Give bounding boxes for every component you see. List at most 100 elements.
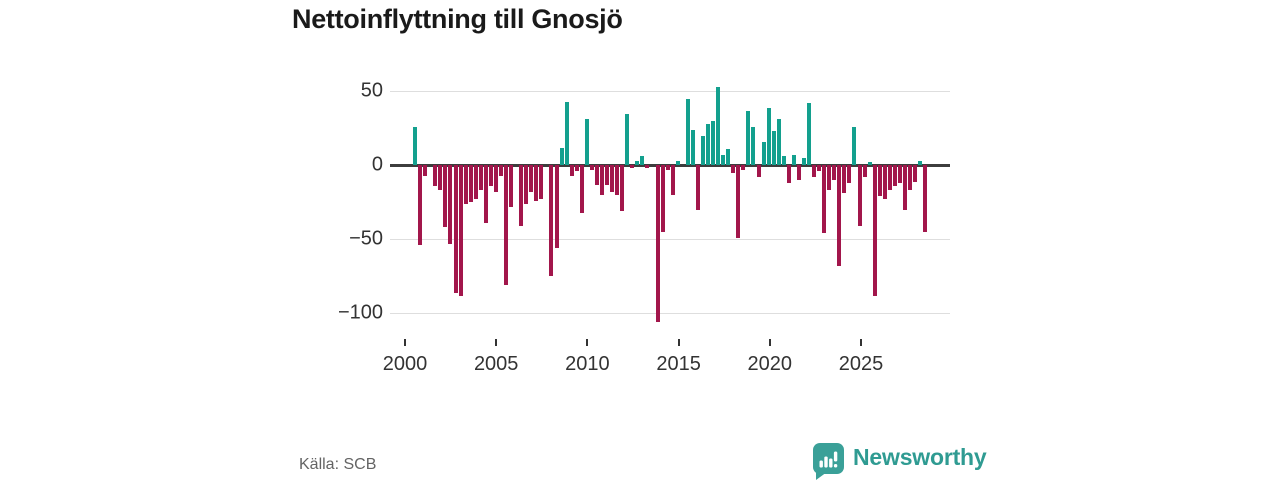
bar-2011-Q1 — [625, 113, 630, 166]
bar-2019-Q2 — [791, 154, 796, 166]
bar-2021-Q4 — [842, 165, 847, 194]
bar-2004-Q4 — [498, 165, 503, 176]
bar-2006-Q4 — [539, 165, 544, 200]
bar-2019-Q1 — [786, 165, 791, 184]
bar-2014-Q3 — [695, 165, 700, 210]
bar-2007-Q3 — [554, 165, 559, 249]
bar-2010-Q4 — [620, 165, 625, 212]
bar-2016-Q2 — [731, 165, 736, 173]
bar-2017-Q4 — [761, 141, 766, 166]
chart-title: Nettoinflyttning till Gnosjö — [292, 4, 623, 34]
bar-2015-Q3 — [716, 86, 721, 166]
y-tick-label: 0 — [371, 153, 383, 176]
bar-2001-Q1 — [423, 165, 428, 176]
bar-2020-Q3 — [817, 165, 822, 172]
bar-2010-Q3 — [615, 165, 620, 195]
bar-2004-Q1 — [483, 165, 488, 224]
x-tick-label: 2000 — [382, 353, 428, 375]
mini-barchart-icon — [819, 451, 838, 468]
bar-2001-Q3 — [433, 165, 438, 187]
bar-2015-Q1 — [706, 123, 710, 166]
bar-2020-Q4 — [822, 165, 827, 234]
bar-2004-Q2 — [488, 165, 493, 187]
gridline — [390, 312, 950, 314]
newsworthy-wordmark: Newsworthy — [853, 444, 987, 470]
bar-2025-Q4 — [923, 165, 928, 232]
bar-2014-Q4 — [700, 135, 705, 166]
bar-2005-Q2 — [509, 165, 514, 207]
x-tick-mark — [677, 339, 680, 346]
bar-2003-Q1 — [463, 165, 468, 204]
bar-2025-Q3 — [918, 160, 923, 166]
x-tick-mark — [404, 339, 406, 346]
bar-2014-Q1 — [685, 98, 690, 166]
logo-speech-tail — [816, 472, 827, 480]
bar-2013-Q2 — [670, 165, 675, 195]
zero-axis-line — [390, 163, 950, 167]
bar-2018-Q1 — [766, 107, 771, 166]
bar-2002-Q2 — [448, 165, 453, 244]
bar-2024-Q1 — [887, 165, 892, 191]
x-tick-label: 2015 — [656, 353, 701, 375]
x-tick-mark — [586, 339, 589, 346]
bar-2011-Q3 — [635, 160, 640, 166]
bar-2009-Q2 — [589, 165, 594, 170]
bar-2023-Q3 — [877, 165, 882, 197]
bar-2020-Q2 — [812, 165, 817, 178]
bar-2003-Q2 — [468, 165, 473, 203]
x-tick-label: 2010 — [565, 353, 610, 375]
source-note: Källa: SCB — [299, 456, 377, 473]
bar-2021-Q3 — [837, 165, 842, 266]
bar-2006-Q3 — [534, 165, 539, 201]
bar-2010-Q2 — [610, 165, 615, 192]
bar-2008-Q2 — [569, 165, 574, 176]
x-tick-label: 2005 — [473, 353, 519, 375]
bar-2025-Q1 — [908, 165, 912, 191]
bar-2022-Q4 — [862, 165, 867, 178]
bar-2016-Q1 — [726, 149, 731, 166]
bar-2005-Q1 — [504, 165, 508, 286]
bar-2002-Q4 — [458, 165, 463, 296]
bar-2011-Q4 — [640, 156, 645, 166]
gridline — [390, 238, 950, 240]
bar-2005-Q4 — [519, 165, 524, 226]
bar-2007-Q4 — [559, 147, 564, 166]
bar-2017-Q3 — [756, 165, 761, 178]
x-tick-label: 2025 — [838, 353, 884, 375]
bar-2022-Q2 — [852, 126, 857, 166]
bar-2008-Q4 — [579, 165, 584, 213]
newsworthy-logo-icon — [813, 443, 844, 480]
gridline — [390, 90, 950, 92]
bar-2012-Q1 — [645, 165, 650, 169]
bar-2004-Q3 — [493, 165, 498, 192]
bar-2002-Q3 — [453, 165, 458, 293]
bar-2017-Q1 — [746, 110, 751, 166]
bar-2000-Q3 — [413, 126, 418, 166]
bar-2024-Q4 — [902, 165, 907, 210]
bar-2009-Q3 — [594, 165, 599, 185]
x-tick-mark — [768, 339, 771, 346]
bar-2012-Q3 — [655, 165, 660, 323]
bar-2008-Q1 — [564, 101, 569, 166]
x-tick-mark — [495, 339, 498, 346]
bar-2021-Q1 — [827, 165, 832, 191]
bar-2023-Q1 — [867, 162, 872, 166]
bar-2013-Q3 — [675, 160, 680, 166]
bar-2024-Q2 — [892, 165, 897, 187]
bar-2002-Q1 — [443, 165, 448, 228]
bar-2006-Q1 — [524, 165, 529, 204]
bar-2024-Q3 — [897, 165, 902, 184]
newsworthy-logo: Newsworthy — [813, 443, 987, 480]
y-tick-label: −50 — [349, 227, 383, 250]
plot-area — [390, 75, 950, 340]
bar-2019-Q3 — [796, 165, 801, 181]
bar-2022-Q1 — [847, 165, 852, 184]
x-tick-label: 2020 — [747, 353, 793, 375]
bar-2008-Q3 — [574, 165, 579, 172]
bar-2010-Q1 — [605, 165, 609, 185]
bar-2025-Q2 — [913, 165, 918, 182]
bar-2018-Q4 — [781, 156, 786, 166]
y-tick-label: −100 — [337, 301, 383, 324]
bar-2018-Q2 — [771, 131, 776, 166]
